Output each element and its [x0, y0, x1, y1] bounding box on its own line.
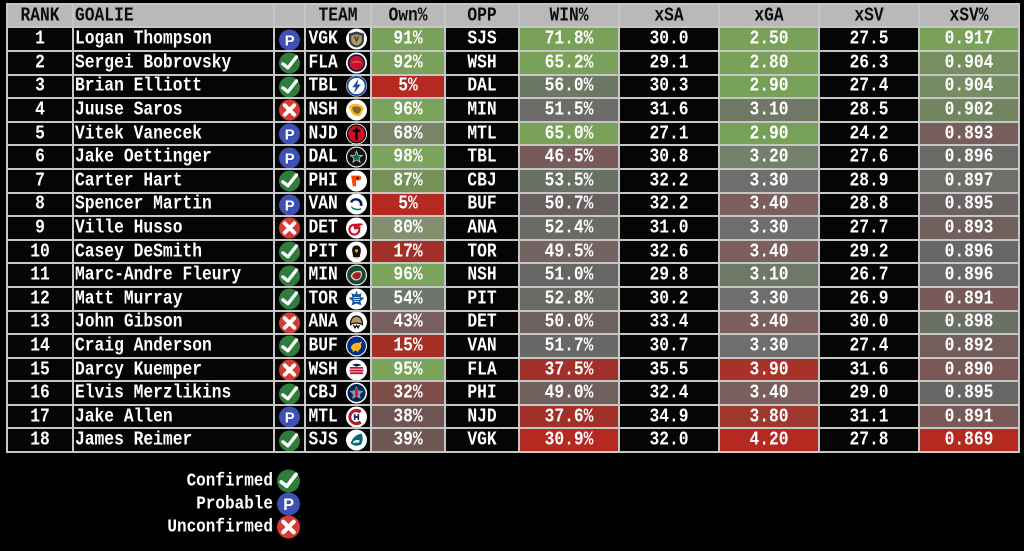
svg-text:P: P — [285, 411, 295, 427]
svg-text:P: P — [285, 151, 295, 167]
svg-text:P: P — [285, 33, 295, 49]
svg-text:P: P — [285, 127, 295, 143]
svg-text:P: P — [283, 495, 294, 513]
svg-text:P: P — [285, 198, 295, 214]
